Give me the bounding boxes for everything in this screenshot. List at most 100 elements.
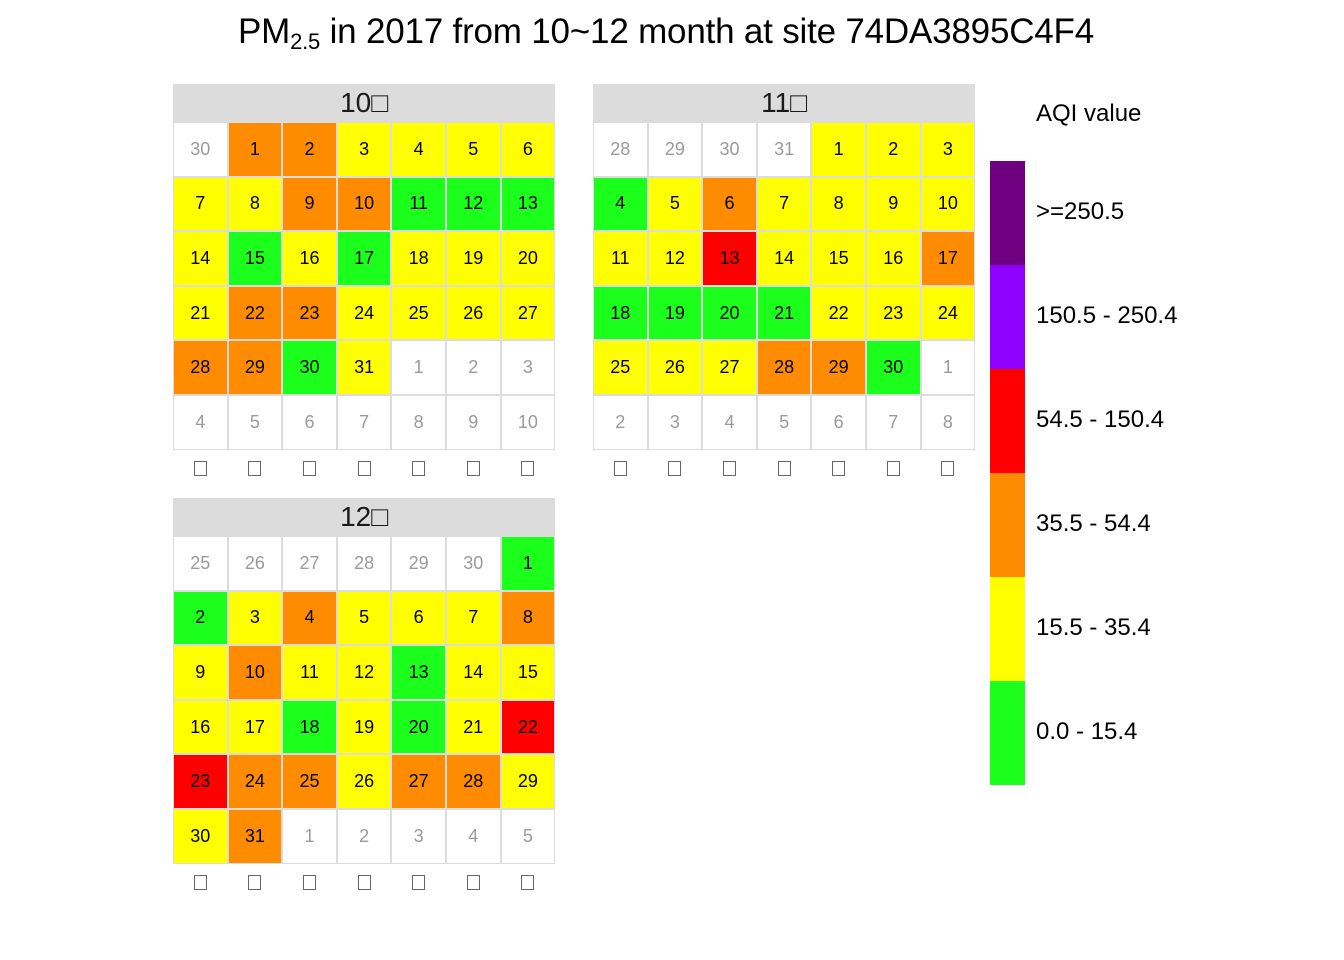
calendar-day-cell: 18 bbox=[391, 231, 446, 286]
missing-glyph-box bbox=[412, 461, 426, 477]
missing-glyph-box bbox=[357, 461, 371, 477]
title-subscript: 2.5 bbox=[290, 29, 321, 54]
calendar-day-cell: 11 bbox=[391, 176, 446, 232]
calendar-cell-outside-month: 10 bbox=[500, 395, 556, 450]
month-strip-label: 11□ bbox=[593, 84, 976, 122]
weekday-label bbox=[337, 871, 392, 895]
legend-label: 54.5 - 150.4 bbox=[1036, 406, 1165, 433]
calendar-cell-outside-month: 1 bbox=[282, 809, 337, 864]
title-rest: in 2017 from 10~12 month at site 74DA389… bbox=[320, 12, 1095, 51]
calendar-day-cell: 15 bbox=[811, 231, 866, 286]
calendar-day-cell: 23 bbox=[173, 754, 228, 809]
weekday-label bbox=[173, 871, 228, 895]
weekday-label bbox=[811, 457, 866, 481]
calendar-day-cell: 21 bbox=[756, 285, 812, 341]
calendar-day-cell: 4 bbox=[593, 176, 648, 232]
weekday-label bbox=[757, 457, 812, 481]
calendar-cell-outside-month: 27 bbox=[282, 536, 337, 591]
calendar-day-cell: 20 bbox=[702, 285, 757, 341]
calendar-day-cell: 7 bbox=[756, 176, 812, 232]
missing-glyph-box bbox=[832, 461, 846, 477]
calendar-day-cell: 6 bbox=[702, 176, 757, 232]
missing-glyph-box bbox=[941, 461, 955, 477]
calendar-day-cell: 28 bbox=[756, 340, 812, 395]
calendar-day-cell: 19 bbox=[647, 285, 703, 341]
calendar-day-cell: 3 bbox=[336, 122, 392, 177]
calendar-cell-outside-month: 9 bbox=[446, 395, 501, 450]
calendar-cell-outside-month: 7 bbox=[336, 395, 392, 450]
calendar-day-cell: 13 bbox=[500, 176, 556, 232]
title-main: PM bbox=[237, 12, 291, 51]
calendar-day-cell: 10 bbox=[227, 645, 283, 700]
calendar-cell-outside-month: 5 bbox=[500, 809, 556, 864]
calendar-cell-outside-month: 28 bbox=[593, 122, 648, 177]
calendar-day-cell: 2 bbox=[173, 590, 228, 646]
calendar-day-cell: 24 bbox=[920, 285, 976, 341]
missing-glyph-box bbox=[521, 461, 535, 477]
calendar-cell-outside-month: 2 bbox=[446, 340, 501, 395]
calendar-cell-outside-month: 26 bbox=[227, 536, 283, 591]
calendar-day-cell: 31 bbox=[227, 809, 283, 864]
calendar-day-cell: 19 bbox=[446, 231, 501, 286]
calendar-day-cell: 16 bbox=[173, 699, 228, 755]
legend-label: 150.5 - 250.4 bbox=[1036, 302, 1178, 329]
calendar-day-cell: 27 bbox=[702, 340, 757, 395]
missing-glyph-box bbox=[466, 461, 480, 477]
legend-label: 0.0 - 15.4 bbox=[1036, 718, 1138, 745]
missing-glyph-box bbox=[777, 461, 791, 477]
missing-glyph-box bbox=[302, 875, 316, 891]
calendar-day-cell: 9 bbox=[173, 645, 228, 700]
calendar-day-cell: 3 bbox=[920, 122, 976, 177]
weekday-label bbox=[337, 457, 392, 481]
legend-swatch bbox=[990, 681, 1025, 785]
weekday-label bbox=[391, 871, 446, 895]
calendar-day-cell: 8 bbox=[227, 176, 283, 232]
calendar-day-cell: 10 bbox=[336, 176, 392, 232]
calendar-day-cell: 16 bbox=[866, 231, 921, 286]
chart-title: PM2.5 in 2017 from 10~12 month at site 7… bbox=[0, 12, 1332, 55]
calendar-cell-outside-month: 8 bbox=[920, 395, 976, 450]
calendar-day-cell: 8 bbox=[811, 176, 866, 232]
calendar-day-cell: 9 bbox=[282, 176, 337, 232]
missing-glyph-box bbox=[302, 461, 316, 477]
weekday-label bbox=[921, 457, 976, 481]
calendar-day-cell: 5 bbox=[647, 176, 703, 232]
calendar-day-cell: 23 bbox=[282, 285, 337, 341]
legend-swatch bbox=[990, 161, 1025, 265]
calendar-day-cell: 30 bbox=[173, 809, 228, 864]
calendar-day-cell: 24 bbox=[227, 754, 283, 809]
calendar-day-cell: 25 bbox=[593, 340, 648, 395]
calendar-day-cell: 22 bbox=[811, 285, 866, 341]
calendar-day-cell: 28 bbox=[173, 340, 228, 395]
month-strip-label: 10□ bbox=[173, 84, 556, 122]
calendar-day-cell: 14 bbox=[173, 231, 228, 286]
calendar-day-cell: 14 bbox=[446, 645, 501, 700]
weekday-label bbox=[593, 457, 648, 481]
calendar-day-cell: 12 bbox=[336, 645, 392, 700]
calendar-cell-outside-month: 30 bbox=[446, 536, 501, 591]
weekday-label bbox=[702, 457, 757, 481]
calendar-cell-outside-month: 6 bbox=[282, 395, 337, 450]
calendar-day-cell: 1 bbox=[811, 122, 866, 177]
calendar-day-cell: 24 bbox=[336, 285, 392, 341]
calendar-day-cell: 17 bbox=[227, 699, 283, 755]
weekday-label bbox=[282, 871, 337, 895]
calendar-day-cell: 11 bbox=[282, 645, 337, 700]
weekday-label bbox=[173, 457, 228, 481]
calendar-day-cell: 4 bbox=[391, 122, 446, 177]
legend-swatch bbox=[990, 369, 1025, 473]
calendar-day-cell: 1 bbox=[227, 122, 283, 177]
calendar-day-cell: 28 bbox=[446, 754, 501, 809]
calendar-day-cell: 3 bbox=[227, 590, 283, 646]
weekday-label bbox=[282, 457, 337, 481]
weekday-label bbox=[391, 457, 446, 481]
calendar-cell-outside-month: 6 bbox=[811, 395, 866, 450]
missing-glyph-box bbox=[193, 875, 207, 891]
calendar-cell-outside-month: 4 bbox=[173, 395, 228, 450]
calendar-cell-outside-month: 8 bbox=[391, 395, 446, 450]
calendar-day-cell: 7 bbox=[446, 590, 501, 646]
calendar-day-cell: 20 bbox=[500, 231, 556, 286]
weekday-label bbox=[501, 457, 556, 481]
calendar-day-cell: 26 bbox=[446, 285, 501, 341]
missing-glyph-box bbox=[668, 461, 682, 477]
